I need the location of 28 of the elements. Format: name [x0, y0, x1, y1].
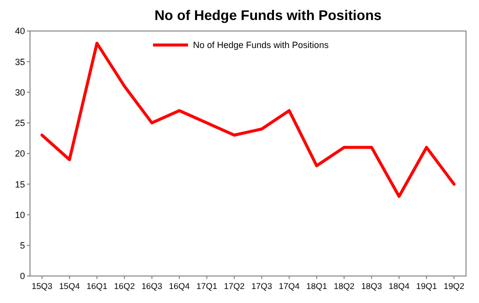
x-tick-label: 16Q1 — [86, 281, 108, 291]
x-tick-label: 17Q3 — [251, 281, 272, 291]
x-tick-label: 19Q1 — [416, 281, 438, 291]
y-tick-label: 15 — [14, 179, 25, 190]
x-tick-label: 16Q3 — [141, 281, 163, 291]
x-tick-label: 17Q2 — [224, 281, 245, 291]
y-tick-label: 30 — [14, 87, 25, 98]
x-tick-label: 17Q4 — [278, 281, 300, 291]
x-tick-label: 18Q3 — [361, 281, 382, 291]
y-tick-label: 10 — [14, 210, 25, 220]
y-tick-label: 35 — [14, 56, 25, 67]
x-tick-label: 18Q4 — [388, 281, 410, 291]
legend-label: No of Hedge Funds with Positions — [193, 40, 330, 50]
y-tick-label: 5 — [20, 240, 25, 251]
y-tick-label: 25 — [14, 118, 25, 128]
y-tick-label: 0 — [20, 271, 25, 282]
chart-title: No of Hedge Funds with Positions — [154, 7, 382, 23]
line-series — [40, 42, 456, 198]
x-tick-label: 17Q1 — [196, 281, 218, 291]
x-tick-label: 18Q1 — [306, 281, 328, 291]
x-tick-label: 15Q3 — [32, 281, 53, 291]
y-tick-label: 20 — [14, 148, 25, 159]
x-tick-label: 15Q4 — [59, 281, 80, 291]
x-tick-label: 16Q2 — [114, 281, 136, 291]
x-tick-label: 18Q2 — [334, 281, 355, 291]
x-tick-label: 19Q2 — [444, 281, 465, 291]
x-tick-label: 16Q4 — [168, 281, 190, 291]
y-tick-label: 40 — [14, 26, 25, 36]
